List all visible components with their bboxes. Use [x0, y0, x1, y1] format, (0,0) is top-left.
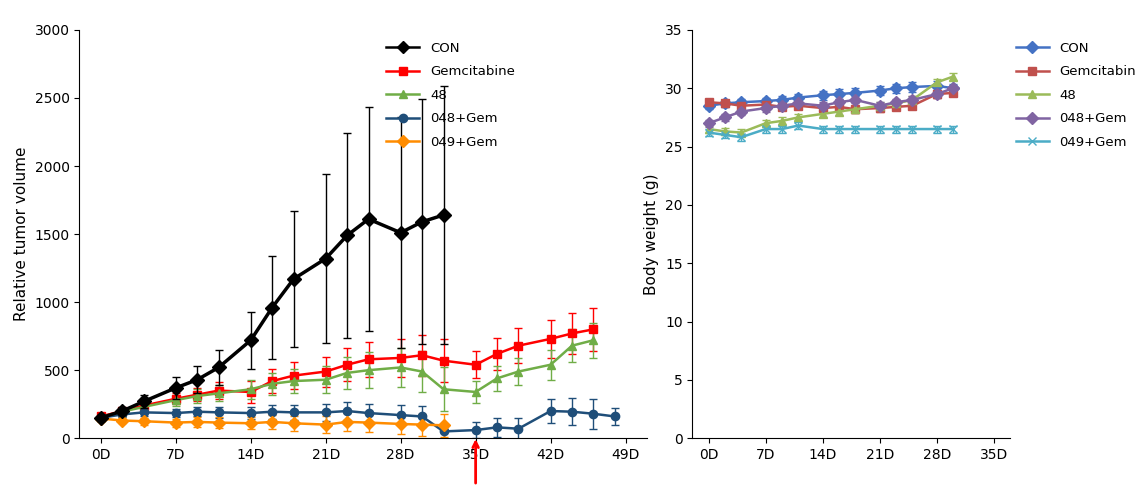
Legend: CON, Gemcitabine, 48, 048+Gem, 049+Gem: CON, Gemcitabine, 48, 048+Gem, 049+Gem — [381, 36, 520, 154]
Y-axis label: Relative tumor volume: Relative tumor volume — [14, 147, 30, 321]
Legend: CON, Gemcitabine, 48, 048+Gem, 049+Gem: CON, Gemcitabine, 48, 048+Gem, 049+Gem — [1010, 36, 1135, 154]
Y-axis label: Body weight (g): Body weight (g) — [645, 173, 659, 295]
